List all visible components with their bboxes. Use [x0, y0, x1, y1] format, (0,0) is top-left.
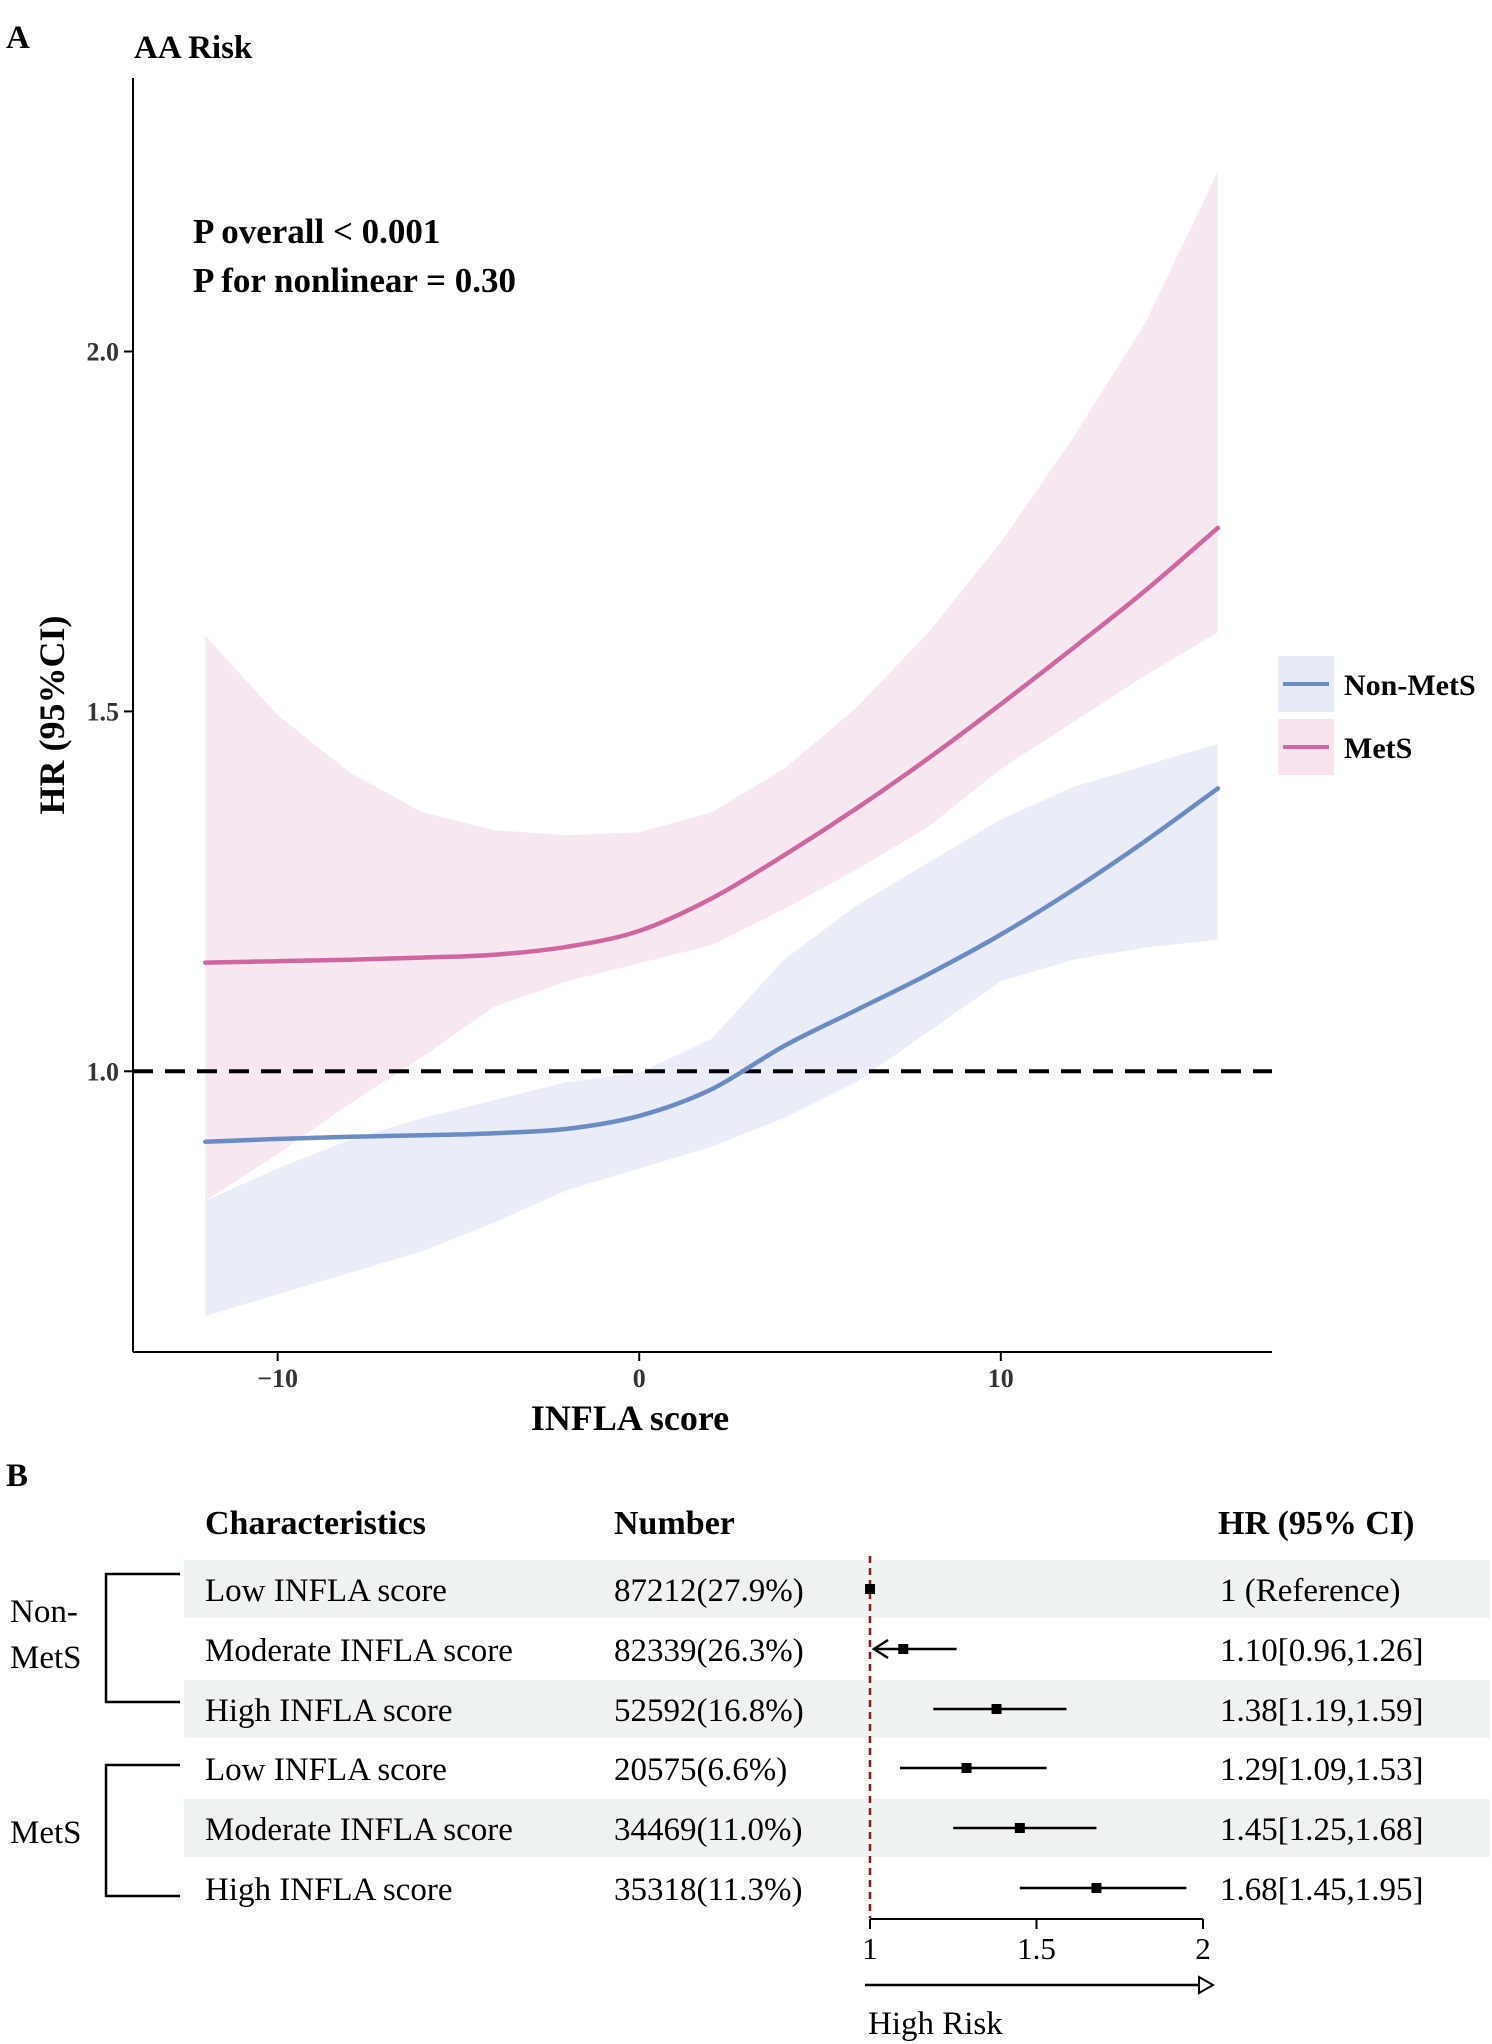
group-label-non-mets-line2: MetS — [10, 1640, 82, 1676]
row-hr-text: 1.68[1.45,1.95] — [1220, 1872, 1423, 1908]
x-axis-title: INFLA score — [531, 1398, 729, 1438]
group-label-mask-non-mets — [4, 1586, 98, 1690]
group-bracket-non-mets — [104, 1572, 180, 1704]
row-number: 20575(6.6%) — [614, 1752, 787, 1788]
row-hr-text: 1.29[1.09,1.53] — [1220, 1752, 1423, 1788]
ci-band-mets — [205, 171, 1218, 1201]
forest-marks — [865, 1556, 1187, 1918]
group-label-non-mets-line1: Non- — [10, 1594, 78, 1630]
row-shade — [184, 1680, 1490, 1738]
forest-axis: 1 1.5 2 High Risk — [862, 1918, 1216, 2042]
row-hr-text: 1 (Reference) — [1220, 1573, 1400, 1609]
y-tick-label: 1.0 — [87, 1057, 120, 1086]
group-bracket-mets — [104, 1763, 180, 1898]
axes — [132, 78, 1272, 1353]
forest-point — [1014, 1823, 1025, 1833]
x-tick-label: −10 — [257, 1364, 298, 1393]
legend: Non-MetS MetS — [1278, 656, 1476, 775]
spline-plot: −10 0 10 1.0 1.5 2.0 — [87, 78, 1272, 1393]
row-number: 87212(27.9%) — [614, 1573, 804, 1609]
forest-point — [898, 1644, 909, 1654]
row-number: 82339(26.3%) — [614, 1633, 804, 1669]
forest-axis-tick-label: 2 — [1195, 1931, 1211, 1966]
group-label-mets: MetS — [10, 1815, 82, 1851]
panel-a-title: AA Risk — [134, 30, 253, 66]
group-label-mask-mets — [4, 1806, 104, 1856]
legend-label-non-mets: Non-MetS — [1344, 669, 1476, 702]
row-characteristic: High INFLA score — [205, 1872, 452, 1908]
row-characteristic: Low INFLA score — [205, 1573, 447, 1609]
row-number: 35318(11.3%) — [614, 1872, 803, 1908]
high-risk-arrow-head — [1198, 1975, 1216, 1995]
forest-plot: Characteristics Number HR (95% CI) Non- … — [4, 1505, 1490, 2042]
forest-axis-tick-label: 1 — [862, 1931, 878, 1966]
hr-curve-mets — [203, 525, 1221, 965]
panel-b-label: B — [6, 1458, 28, 1494]
legend-label-mets: MetS — [1344, 732, 1412, 765]
panel-a-label: A — [6, 20, 30, 56]
high-risk-label: High Risk — [868, 2006, 1003, 2042]
row-characteristic: Moderate INFLA score — [205, 1633, 513, 1669]
column-header-hr: HR (95% CI) — [1218, 1505, 1414, 1542]
forest-clip-arrow — [871, 1638, 889, 1660]
p-overall-annotation: P overall < 0.001 — [193, 212, 440, 251]
p-nonlinear-annotation: P for nonlinear = 0.30 — [193, 261, 516, 300]
row-shading — [184, 1560, 1490, 1857]
row-number: 52592(16.8%) — [614, 1693, 804, 1729]
forest-point — [1091, 1883, 1102, 1893]
confidence-bands — [205, 171, 1218, 1316]
row-number: 34469(11.0%) — [614, 1812, 803, 1848]
row-hr-text: 1.45[1.25,1.68] — [1220, 1812, 1423, 1848]
y-tick-label: 2.0 — [87, 338, 120, 367]
axis-ticks: −10 0 10 1.0 1.5 2.0 — [87, 338, 1014, 1393]
x-tick-label: 10 — [988, 1364, 1014, 1393]
forest-point — [991, 1704, 1002, 1714]
row-characteristic: Moderate INFLA score — [205, 1812, 513, 1848]
y-axis-title: HR (95%CI) — [32, 616, 72, 815]
ci-band-non-mets — [205, 743, 1218, 1316]
row-hr-text: 1.38[1.19,1.59] — [1220, 1693, 1423, 1729]
y-tick-label: 1.5 — [87, 697, 120, 726]
column-header-characteristics: Characteristics — [205, 1505, 426, 1542]
forest-rows: Low INFLA score 87212(27.9%) 1 (Reference)… — [205, 1573, 1423, 1908]
hr-curve-non-mets — [203, 786, 1221, 1145]
row-shade — [184, 1560, 1490, 1618]
forest-point — [961, 1763, 972, 1773]
forest-point-reference — [865, 1584, 875, 1594]
row-shade — [184, 1799, 1490, 1857]
row-characteristic: High INFLA score — [205, 1693, 452, 1729]
row-characteristic: Low INFLA score — [205, 1752, 447, 1788]
column-header-number: Number — [614, 1505, 735, 1542]
x-tick-label: 0 — [633, 1364, 646, 1393]
row-hr-text: 1.10[0.96,1.26] — [1220, 1633, 1423, 1669]
hr-curves — [203, 525, 1221, 1145]
forest-axis-tick-label: 1.5 — [1017, 1931, 1056, 1966]
